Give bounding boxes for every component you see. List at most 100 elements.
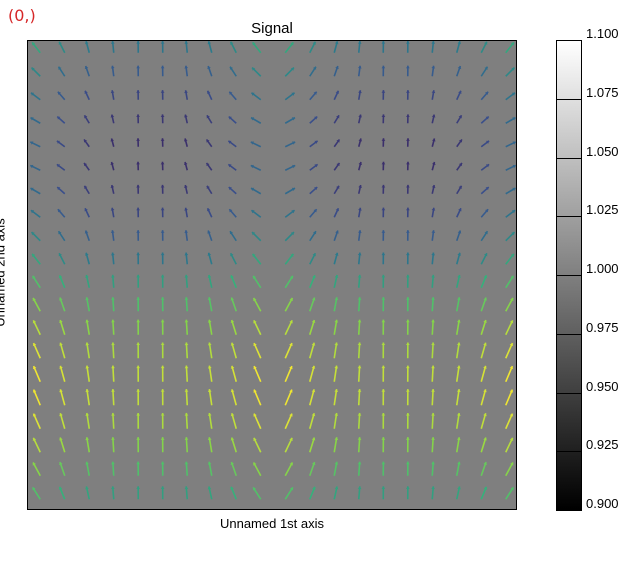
quiver-arrowhead <box>136 389 140 392</box>
quiver-arrowhead <box>111 342 115 345</box>
quiver-arrowhead <box>136 437 140 440</box>
colorbar-tick: 1.000 <box>556 275 619 276</box>
quiver-arrowhead <box>136 342 140 345</box>
quiver-arrowhead <box>457 366 461 369</box>
quiver-arrowhead <box>431 320 435 323</box>
quiver-arrowhead <box>111 437 115 440</box>
quiver-arrowhead <box>431 230 435 233</box>
quiver-arrowhead <box>358 413 362 416</box>
colorbar-tick-label: 0.925 <box>586 437 619 452</box>
quiver-arrowhead <box>432 90 436 93</box>
quiver-arrowhead <box>161 366 165 369</box>
quiver-arrowhead <box>85 389 89 392</box>
quiver-arrowhead <box>431 41 435 44</box>
quiver-arrowhead <box>185 437 189 440</box>
quiver-arrowhead <box>136 114 140 117</box>
figure-root: (0,) Signal 1<undefined> Unnamed 1st axi… <box>0 0 640 581</box>
quiver-arrowhead <box>111 90 115 93</box>
colorbar-tick: 0.925 <box>556 451 619 452</box>
quiver-arrowhead <box>136 90 140 93</box>
quiver-arrowhead <box>406 320 410 323</box>
quiver-arrowhead <box>431 462 435 465</box>
colorbar-tick: 1.025 <box>556 216 619 217</box>
quiver-arrowhead <box>382 138 386 141</box>
quiver-arrowhead <box>457 389 461 392</box>
quiver-arrowhead <box>161 486 165 489</box>
quiver-arrowhead <box>406 437 410 440</box>
quiver-arrowhead <box>161 185 165 188</box>
quiver-arrowhead <box>161 413 165 416</box>
quiver-arrowhead <box>185 462 189 465</box>
colorbar-tick: 1.075 <box>556 99 619 100</box>
quiver-arrowhead <box>381 41 385 44</box>
quiver-arrowhead <box>208 320 212 323</box>
quiver-arrowhead <box>381 230 385 233</box>
quiver-arrowhead <box>358 366 362 369</box>
quiver-arrowhead <box>85 320 89 323</box>
quiver-arrowhead <box>136 185 140 188</box>
colorbar-tick-container: 0.900 0.925 0.950 0.975 1.000 1.025 1.050 1.075… <box>556 40 616 510</box>
quiver-arrowhead <box>457 320 461 323</box>
quiver-arrowhead <box>431 486 435 489</box>
quiver-arrowhead <box>358 208 362 211</box>
quiver-arrowhead <box>185 486 189 489</box>
quiver-arrowhead <box>406 366 410 369</box>
quiver-arrowhead <box>161 66 165 69</box>
quiver-arrowhead <box>457 437 461 440</box>
colorbar-tick: 0.975 <box>556 334 619 335</box>
quiver-arrowhead <box>382 114 386 117</box>
quiver-arrowhead <box>85 366 89 369</box>
quiver-arrowhead <box>431 66 435 69</box>
quiver-arrowhead <box>334 343 338 346</box>
quiver-arrowhead <box>334 389 338 392</box>
quiver-arrowhead <box>406 162 410 165</box>
quiver-arrowhead <box>136 162 140 165</box>
quiver-arrowhead <box>382 185 386 188</box>
quiver-arrowhead <box>136 41 140 44</box>
quiver-arrowhead <box>431 389 435 392</box>
quiver-arrowhead <box>185 320 189 323</box>
quiver-arrowhead <box>381 462 385 465</box>
quiver-arrowhead <box>136 230 140 233</box>
quiver-arrowhead <box>431 275 435 278</box>
quiver-arrowhead <box>111 389 115 392</box>
quiver-arrowhead <box>406 41 410 44</box>
quiver-arrowhead <box>111 297 115 300</box>
quiver-arrowhead <box>185 297 189 300</box>
colorbar-tick-label: 1.100 <box>586 26 619 41</box>
quiver-arrowhead <box>136 486 140 489</box>
quiver-arrowhead <box>208 343 212 346</box>
quiver-arrowhead <box>358 41 362 44</box>
quiver-arrowhead <box>431 342 435 345</box>
quiver-arrowhead <box>161 437 165 440</box>
quiver-arrowhead <box>161 162 165 165</box>
quiver-arrowhead <box>185 413 189 416</box>
quiver-arrowhead <box>432 208 436 211</box>
quiver-arrowhead <box>406 138 410 141</box>
quiver-arrowhead <box>111 413 115 416</box>
colorbar-tick-mark <box>556 40 582 41</box>
quiver-arrowhead <box>358 437 362 440</box>
quiver-arrowhead <box>358 66 362 69</box>
colorbar-tick-mark <box>556 334 582 335</box>
colorbar-tick-label: 0.900 <box>586 496 619 511</box>
quiver-arrowhead <box>136 275 140 278</box>
quiver-arrowhead <box>358 486 362 489</box>
quiver-arrowhead <box>136 253 140 256</box>
quiver-arrowhead <box>431 413 435 416</box>
quiver-arrowhead <box>406 389 410 392</box>
quiver-arrowhead <box>111 462 115 465</box>
quiver-arrowhead <box>406 185 410 188</box>
quiver-arrowhead <box>136 366 140 369</box>
quiver-arrowhead <box>358 389 362 392</box>
quiver-arrowhead <box>161 389 165 392</box>
colorbar-tick-mark <box>556 158 582 159</box>
quiver-arrowhead <box>334 366 338 369</box>
quiver-arrowhead <box>358 320 362 323</box>
quiver-arrowhead <box>431 297 435 300</box>
x-axis-label: Unnamed 1st axis <box>27 516 517 531</box>
quiver-arrowhead <box>381 320 385 323</box>
colorbar-tick-mark <box>556 393 582 394</box>
quiver-field-svg <box>28 41 517 510</box>
quiver-arrowhead <box>161 114 165 117</box>
